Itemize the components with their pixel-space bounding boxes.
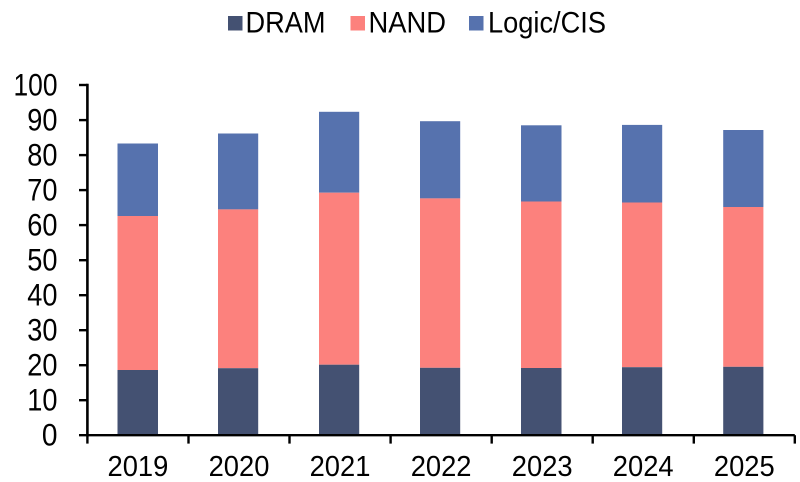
svg-text:70: 70 <box>27 172 57 208</box>
svg-text:20: 20 <box>27 347 57 383</box>
svg-text:2022: 2022 <box>411 451 472 482</box>
svg-text:0: 0 <box>42 417 58 453</box>
svg-text:2021: 2021 <box>310 451 371 482</box>
svg-text:30: 30 <box>27 312 57 348</box>
svg-text:2020: 2020 <box>209 451 270 482</box>
svg-text:10: 10 <box>27 382 57 418</box>
svg-text:Logic/CIS: Logic/CIS <box>488 6 606 39</box>
svg-text:2023: 2023 <box>512 451 573 482</box>
svg-text:40: 40 <box>27 277 57 313</box>
svg-text:80: 80 <box>27 137 57 173</box>
svg-text:100: 100 <box>14 67 58 103</box>
svg-text:DRAM: DRAM <box>246 6 326 39</box>
svg-text:2019: 2019 <box>108 451 169 482</box>
svg-text:2025: 2025 <box>714 451 775 482</box>
svg-text:NAND: NAND <box>369 6 447 39</box>
svg-text:60: 60 <box>27 207 57 243</box>
svg-text:90: 90 <box>27 102 57 138</box>
svg-text:2024: 2024 <box>613 451 674 482</box>
svg-text:50: 50 <box>27 242 57 278</box>
